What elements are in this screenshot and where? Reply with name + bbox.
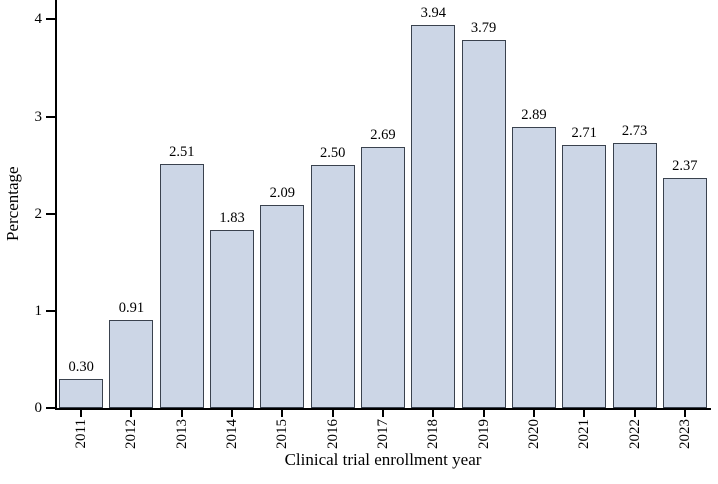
y-axis-line: [55, 0, 57, 410]
bar: [562, 144, 607, 408]
bar-value-label: 3.79: [470, 19, 497, 36]
bar-value-label: 2.89: [521, 107, 547, 124]
bar-value-label: 2.51: [169, 144, 195, 161]
year-text: 2015: [274, 419, 291, 449]
x-tick-mark: [231, 408, 234, 417]
x-tick-mark: [80, 408, 83, 417]
x-tick-mark: [583, 408, 586, 417]
y-tick-mark: [46, 407, 55, 409]
year-text: 2019: [475, 419, 492, 449]
y-tick-label: 0: [34, 400, 43, 416]
x-axis-title: Clinical trial enrollment year: [284, 450, 482, 469]
y-tick-label: 1: [34, 302, 43, 319]
plot-area: 0 1 2 3 4 0.30 2011 0.91 2012 2.51 2013 1.83 2014 2.0…: [35, 0, 711, 449]
y-tick-mark: [46, 309, 55, 312]
bar: [511, 127, 556, 408]
y-tick-mark: [46, 212, 55, 215]
bar: [159, 164, 204, 408]
bar-value-label: 2.37: [672, 157, 698, 174]
year-text: 2018: [425, 419, 442, 449]
x-tick-mark: [633, 408, 636, 417]
bar: [109, 319, 154, 408]
bar-value-label: 0.91: [118, 299, 145, 316]
x-tick-mark: [683, 408, 686, 417]
bar-value-label: 1.83: [219, 210, 245, 227]
bar-value-label: 0.30: [68, 358, 94, 375]
bar-value-label: 2.71: [571, 124, 597, 141]
year-text: 2011: [73, 419, 90, 449]
year-text: 2020: [525, 419, 542, 449]
bar-value-label: 3.94: [420, 5, 446, 22]
year-text: 2023: [676, 419, 693, 449]
year-text: 2013: [173, 419, 190, 449]
bar: [59, 378, 104, 408]
bar: [461, 39, 506, 408]
bar: [662, 177, 707, 408]
y-tick-mark: [46, 18, 55, 21]
year-text: 2012: [123, 419, 140, 449]
y-tick-label: 3: [34, 108, 43, 125]
bar: [411, 25, 456, 408]
year-text: 2022: [626, 419, 643, 449]
x-tick-mark: [331, 408, 334, 417]
y-tick-label: 4: [34, 11, 43, 28]
y-tick-label: 2: [34, 205, 43, 222]
year-text: 2017: [374, 419, 391, 449]
bar-value-label: 2.69: [370, 126, 396, 143]
bar: [612, 142, 657, 408]
bar-value-label: 2.50: [319, 145, 346, 162]
year-text: 2014: [224, 419, 241, 449]
bar: [210, 230, 255, 408]
x-tick-mark: [281, 408, 284, 417]
x-tick-mark: [180, 408, 183, 417]
year-text: 2016: [324, 419, 341, 449]
bar: [260, 204, 305, 408]
x-tick-mark: [482, 408, 485, 417]
bar-value-label: 2.09: [269, 184, 296, 201]
year-text: 2021: [576, 419, 593, 449]
x-tick-mark: [432, 408, 435, 417]
x-tick-mark: [382, 408, 384, 417]
x-tick-mark: [130, 408, 133, 417]
bar: [361, 146, 405, 408]
x-tick-mark: [532, 408, 535, 417]
y-tick-mark: [46, 115, 55, 118]
bar-value-label: 2.73: [621, 122, 648, 139]
bar: [310, 165, 355, 408]
